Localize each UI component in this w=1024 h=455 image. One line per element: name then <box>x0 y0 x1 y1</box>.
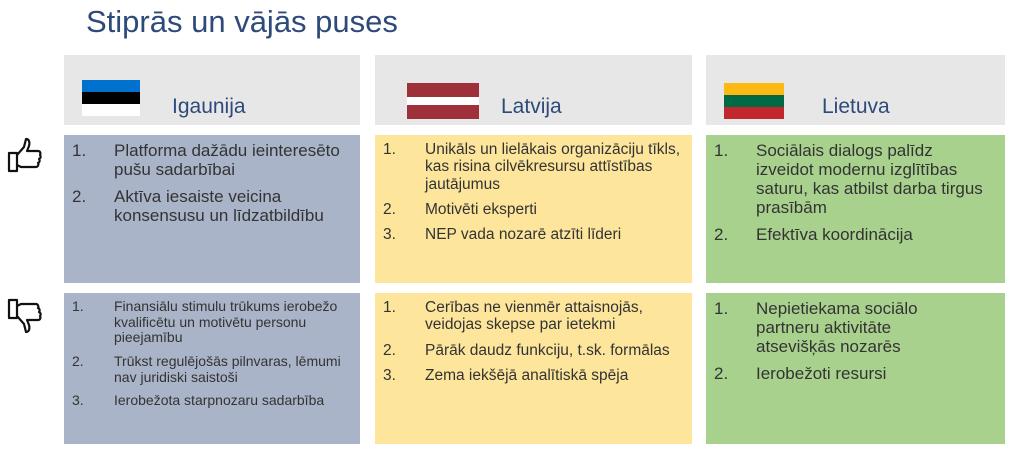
item-number: 1. <box>383 141 396 158</box>
item-number: 2. <box>383 341 396 359</box>
header-estonia: Igaunija <box>64 55 360 125</box>
item-number: 3. <box>383 226 396 244</box>
item-text: Efektīva koordinācija <box>756 225 913 245</box>
item-number: 2. <box>714 364 729 384</box>
item-text: Motivēti eksperti <box>425 201 537 219</box>
header-latvia: Latvija <box>375 55 692 125</box>
item-text: Trūkst regulējošās pilnvaras, lēmumi nav… <box>114 353 341 385</box>
item-number: 2. <box>72 187 87 207</box>
thumbs-down-icon <box>7 298 42 334</box>
list-item: 2. Efektīva koordinācija <box>714 225 985 244</box>
item-text: Cerības ne vienmēr attaisnojās, veidojas… <box>425 299 643 334</box>
country-name: Lietuva <box>822 95 890 118</box>
item-number: 1. <box>383 299 396 316</box>
lithuania-flag <box>724 83 784 119</box>
list-item: 2. Pārāk daudz funkciju, t.sk. formālas <box>383 342 684 359</box>
lithuania-strengths: 1. Sociālais dialogs palīdz izveidot mode… <box>706 135 1005 283</box>
item-text: Pārāk daudz funkciju, t.sk. formālas <box>425 341 670 359</box>
list-item: 1. Cerības ne vienmēr attaisnojās, veidoj… <box>383 299 684 334</box>
estonia-strengths: 1. Platforma dažādu ieinteresēto pušu sad… <box>64 135 360 283</box>
list-item: 2. Ierobežoti resursi <box>714 364 965 383</box>
list-item: 2. Aktīva iesaiste veicina konsensusu un … <box>72 187 352 225</box>
list-item: 2. Motivēti eksperti <box>383 201 684 218</box>
item-number: 2. <box>72 353 84 370</box>
list-item: 1. Sociālais dialogs palīdz izveidot mode… <box>714 141 985 217</box>
item-number: 2. <box>383 201 396 219</box>
latvia-flag <box>407 83 479 120</box>
lithuania-weaknesses: 1. Nepietiekama sociālo partneru aktivitā… <box>706 293 1005 444</box>
item-number: 1. <box>714 299 729 318</box>
list-item: 3. Ierobežota starpnozaru sadarbība <box>72 393 352 409</box>
item-number: 1. <box>714 141 729 160</box>
item-text: NEP vada nozarē atzīti līderi <box>425 226 622 244</box>
list-item: 1. Unikāls un lielākais organizāciju tīkl… <box>383 141 684 193</box>
item-text: Ierobežota starpnozaru sadarbība <box>114 392 325 409</box>
item-text: Platforma dažādu ieinteresēto pušu sadar… <box>114 141 340 180</box>
item-number: 2. <box>714 225 729 245</box>
estonia-flag <box>82 80 140 116</box>
estonia-weaknesses: 1. Finansiālu stimulu trūkums ierobežo kv… <box>64 293 360 444</box>
item-text: Finansiālu stimulu trūkums ierobežo kval… <box>114 298 338 346</box>
item-text: Zema iekšējā analītiskā spēja <box>425 367 629 385</box>
item-number: 3. <box>72 392 84 409</box>
thumbs-up-icon <box>7 137 42 173</box>
list-item: 3. Zema iekšējā analītiskā spēja <box>383 367 684 384</box>
list-item: 3. NEP vada nozarē atzīti līderi <box>383 226 684 243</box>
list-item: 1. Platforma dažādu ieinteresēto pušu sad… <box>72 141 352 179</box>
item-text: Aktīva iesaiste veicina konsensusu un lī… <box>114 187 324 226</box>
item-text: Unikāls un lielākais organizāciju tīkls,… <box>425 141 681 193</box>
list-item: 1. Finansiālu stimulu trūkums ierobežo kv… <box>72 298 352 346</box>
header-lithuania: Lietuva <box>706 55 1005 125</box>
page-title: Stiprās un vājās puses <box>86 4 398 39</box>
country-name: Latvija <box>501 95 562 118</box>
item-text: Sociālais dialogs palīdz izveidot modern… <box>756 141 983 218</box>
country-name: Igaunija <box>172 95 246 118</box>
item-text: Nepietiekama sociālo partneru aktivitāte… <box>756 299 918 357</box>
list-item: 1. Nepietiekama sociālo partneru aktivitā… <box>714 299 965 356</box>
item-number: 1. <box>72 298 84 314</box>
latvia-weaknesses: 1. Cerības ne vienmēr attaisnojās, veidoj… <box>375 293 692 444</box>
item-number: 3. <box>383 367 396 385</box>
item-number: 1. <box>72 141 87 160</box>
list-item: 2. Trūkst regulējošās pilnvaras, lēmumi n… <box>72 353 352 385</box>
item-text: Ierobežoti resursi <box>756 364 887 384</box>
latvia-strengths: 1. Unikāls un lielākais organizāciju tīkl… <box>375 135 692 283</box>
